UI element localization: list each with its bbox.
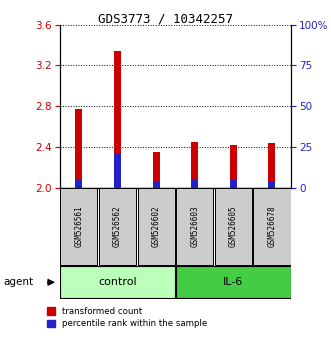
Bar <box>75 181 82 188</box>
FancyBboxPatch shape <box>254 188 291 265</box>
Bar <box>230 181 237 188</box>
Bar <box>268 143 275 188</box>
Text: GSM526602: GSM526602 <box>152 206 161 247</box>
Bar <box>268 182 275 188</box>
Bar <box>191 142 198 188</box>
FancyBboxPatch shape <box>215 188 252 265</box>
Text: GSM526562: GSM526562 <box>113 206 122 247</box>
Bar <box>191 181 198 188</box>
FancyBboxPatch shape <box>99 188 136 265</box>
Text: GSM526561: GSM526561 <box>74 206 83 247</box>
Bar <box>114 51 121 188</box>
Legend: transformed count, percentile rank within the sample: transformed count, percentile rank withi… <box>47 307 207 329</box>
Bar <box>230 145 237 188</box>
Text: GDS3773 / 10342257: GDS3773 / 10342257 <box>98 12 233 25</box>
Bar <box>114 154 121 188</box>
Text: GSM526605: GSM526605 <box>229 206 238 247</box>
Text: GSM526678: GSM526678 <box>267 206 276 247</box>
Text: control: control <box>98 277 137 287</box>
FancyBboxPatch shape <box>60 188 97 265</box>
Text: agent: agent <box>3 277 33 287</box>
Bar <box>153 182 160 188</box>
FancyBboxPatch shape <box>138 188 175 265</box>
FancyBboxPatch shape <box>60 266 175 298</box>
Bar <box>153 152 160 188</box>
Text: GSM526603: GSM526603 <box>190 206 199 247</box>
FancyBboxPatch shape <box>176 188 213 265</box>
Text: IL-6: IL-6 <box>223 277 244 287</box>
FancyBboxPatch shape <box>176 266 291 298</box>
Bar <box>75 109 82 188</box>
